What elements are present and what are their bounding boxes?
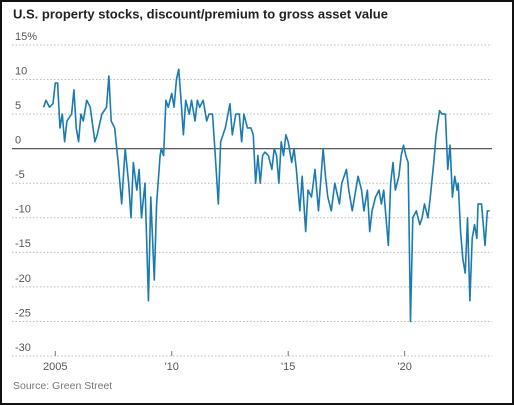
x-tick-label: '20	[397, 361, 411, 373]
y-tick-label: -15	[15, 238, 31, 250]
y-tick-label: 10	[15, 65, 27, 77]
source: Source: Green Street	[13, 380, 112, 392]
y-tick-label: -5	[15, 169, 25, 181]
x-tick-label: '15	[281, 361, 295, 373]
y-tick-label: 5	[15, 100, 21, 112]
x-tick-label: 2005	[43, 361, 67, 373]
y-tick-label: 0	[15, 135, 21, 147]
y-tick-label: 15%	[15, 31, 37, 43]
y-tick-label: -25	[15, 307, 31, 319]
line-series	[42, 68, 490, 323]
y-tick-label: -30	[15, 342, 31, 354]
y-tick-label: -20	[15, 273, 31, 285]
x-tick-label: '10	[165, 361, 179, 373]
chart-title: U.S. property stocks, discount/premium t…	[13, 6, 388, 21]
y-tick-label: -10	[15, 204, 31, 216]
